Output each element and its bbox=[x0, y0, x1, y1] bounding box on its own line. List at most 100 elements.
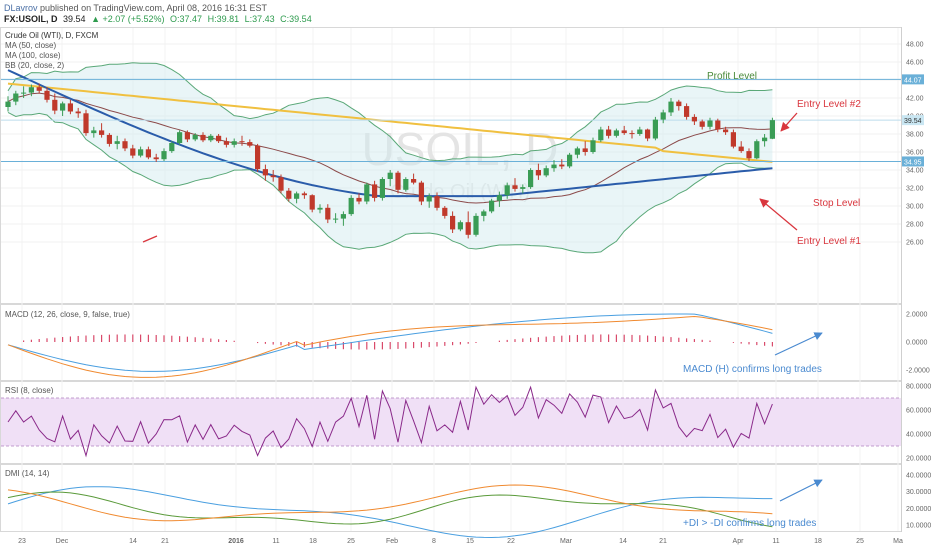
last-price: 39.54 bbox=[63, 14, 86, 24]
candle bbox=[60, 101, 66, 116]
main-pane-title: Crude Oil (WTI), D, FXCM bbox=[5, 31, 99, 40]
candle bbox=[520, 184, 526, 194]
entry-level-2-arrow bbox=[780, 112, 798, 132]
macd-annotation: MACD (H) confirms long trades bbox=[683, 364, 822, 375]
candle bbox=[21, 86, 27, 98]
candle bbox=[489, 198, 495, 214]
candle bbox=[567, 152, 573, 169]
dmi-annotation: +DI > -DI confirms long trades bbox=[683, 518, 816, 529]
dmi-annotation-arrow bbox=[779, 479, 823, 502]
legend-bb: BB (20, close, 2) bbox=[5, 61, 64, 70]
time-tick-label: 18 bbox=[309, 538, 317, 545]
candle bbox=[247, 139, 253, 148]
candle bbox=[691, 114, 697, 125]
candle bbox=[543, 165, 549, 178]
rsi-band bbox=[1, 398, 901, 446]
candle bbox=[738, 141, 744, 153]
profit-level-label: Profit Level bbox=[707, 71, 757, 82]
low-value: L:37.43 bbox=[244, 14, 275, 24]
time-tick-label: 8 bbox=[432, 538, 436, 545]
entry-level-1-label: Entry Level #1 bbox=[797, 236, 861, 247]
svg-text:34.95: 34.95 bbox=[904, 159, 922, 166]
candle bbox=[208, 134, 214, 143]
candlestick-series bbox=[5, 83, 775, 239]
candle bbox=[684, 103, 690, 120]
candle bbox=[145, 146, 151, 160]
price-tick-label: 26.00 bbox=[906, 240, 924, 247]
candle bbox=[676, 99, 682, 111]
time-tick-label: 14 bbox=[129, 538, 137, 545]
ma100-line bbox=[7, 82, 773, 163]
rsi-tick-label: 40.0000 bbox=[906, 432, 931, 439]
candle bbox=[364, 182, 370, 205]
di-minus-line bbox=[7, 484, 773, 522]
candle bbox=[130, 144, 136, 159]
candle bbox=[309, 194, 315, 213]
candle bbox=[457, 220, 463, 232]
high-value: H:39.81 bbox=[207, 14, 240, 24]
candle bbox=[762, 134, 768, 147]
time-tick-label: Mar bbox=[560, 538, 573, 545]
stop-level-label: Stop Level bbox=[813, 198, 860, 209]
candle bbox=[333, 213, 339, 224]
dmi-tick-label: 30.0000 bbox=[906, 489, 931, 496]
time-tick-label: 15 bbox=[466, 538, 474, 545]
svg-text:44.07: 44.07 bbox=[904, 77, 922, 84]
candle bbox=[28, 84, 34, 97]
candle bbox=[699, 119, 705, 130]
macd-tick-label: -2.0000 bbox=[906, 368, 930, 375]
time-tick-label: 23 bbox=[18, 538, 26, 545]
candle bbox=[411, 173, 417, 185]
symbol-line: FX:USOIL, D 39.54 ▲ +2.07 (+5.52%) O:37.… bbox=[4, 14, 312, 24]
candle bbox=[200, 132, 206, 143]
time-tick-label: Feb bbox=[386, 538, 398, 545]
dmi-tick-label: 10.0000 bbox=[906, 523, 931, 530]
candle bbox=[114, 135, 120, 150]
open-value: O:37.47 bbox=[170, 14, 203, 24]
candle bbox=[629, 130, 635, 139]
candle bbox=[528, 168, 534, 189]
price-axis[interactable]: 48.0046.0044.0042.0040.0038.0036.0034.00… bbox=[902, 42, 924, 247]
time-axis[interactable]: 23 Dec 14 21 2016 11 18 25 Feb 8 15 22 Mar 14 21 Apr 11 1… bbox=[18, 538, 903, 545]
price-tick-label: 32.00 bbox=[906, 186, 924, 193]
macd-signal-line bbox=[7, 315, 773, 378]
candle bbox=[372, 180, 378, 202]
candle bbox=[598, 126, 604, 143]
rsi-line bbox=[7, 385, 773, 458]
candle bbox=[379, 177, 385, 201]
candle bbox=[278, 174, 284, 194]
red-trendline-mark[interactable] bbox=[142, 235, 158, 243]
time-tick-label: 25 bbox=[856, 538, 864, 545]
publisher-name[interactable]: DLavrov bbox=[4, 3, 38, 13]
candle bbox=[512, 178, 518, 192]
dmi-pane-title: DMI (14, 14) bbox=[5, 469, 50, 478]
candle bbox=[551, 160, 557, 172]
candle bbox=[637, 126, 643, 136]
candle bbox=[216, 134, 222, 143]
price-tick-label: 38.00 bbox=[906, 132, 924, 139]
macd-tick-label: 2.0000 bbox=[906, 312, 928, 319]
candle bbox=[450, 211, 456, 233]
candle bbox=[403, 177, 409, 192]
price-tick-label: 48.00 bbox=[906, 42, 924, 49]
candle bbox=[769, 117, 775, 140]
candle bbox=[504, 182, 510, 199]
candle bbox=[223, 137, 229, 148]
rsi-tick-label: 80.0000 bbox=[906, 384, 931, 391]
candle bbox=[434, 192, 440, 211]
published-text: published on TradingView.com, April 08, … bbox=[40, 3, 268, 13]
candle bbox=[91, 126, 97, 138]
price-tick-label: 36.00 bbox=[906, 150, 924, 157]
candle bbox=[660, 109, 666, 124]
price-change: ▲ +2.07 (+5.52%) bbox=[91, 14, 165, 24]
rsi-tick-label: 20.0000 bbox=[906, 456, 931, 463]
candle bbox=[44, 87, 50, 103]
candle bbox=[286, 188, 292, 202]
candle bbox=[325, 204, 331, 224]
time-tick-label: 14 bbox=[619, 538, 627, 545]
time-tick-label: 2016 bbox=[228, 538, 244, 545]
price-tick-label: 46.00 bbox=[906, 60, 924, 67]
candle bbox=[465, 211, 471, 239]
candle bbox=[348, 195, 354, 216]
